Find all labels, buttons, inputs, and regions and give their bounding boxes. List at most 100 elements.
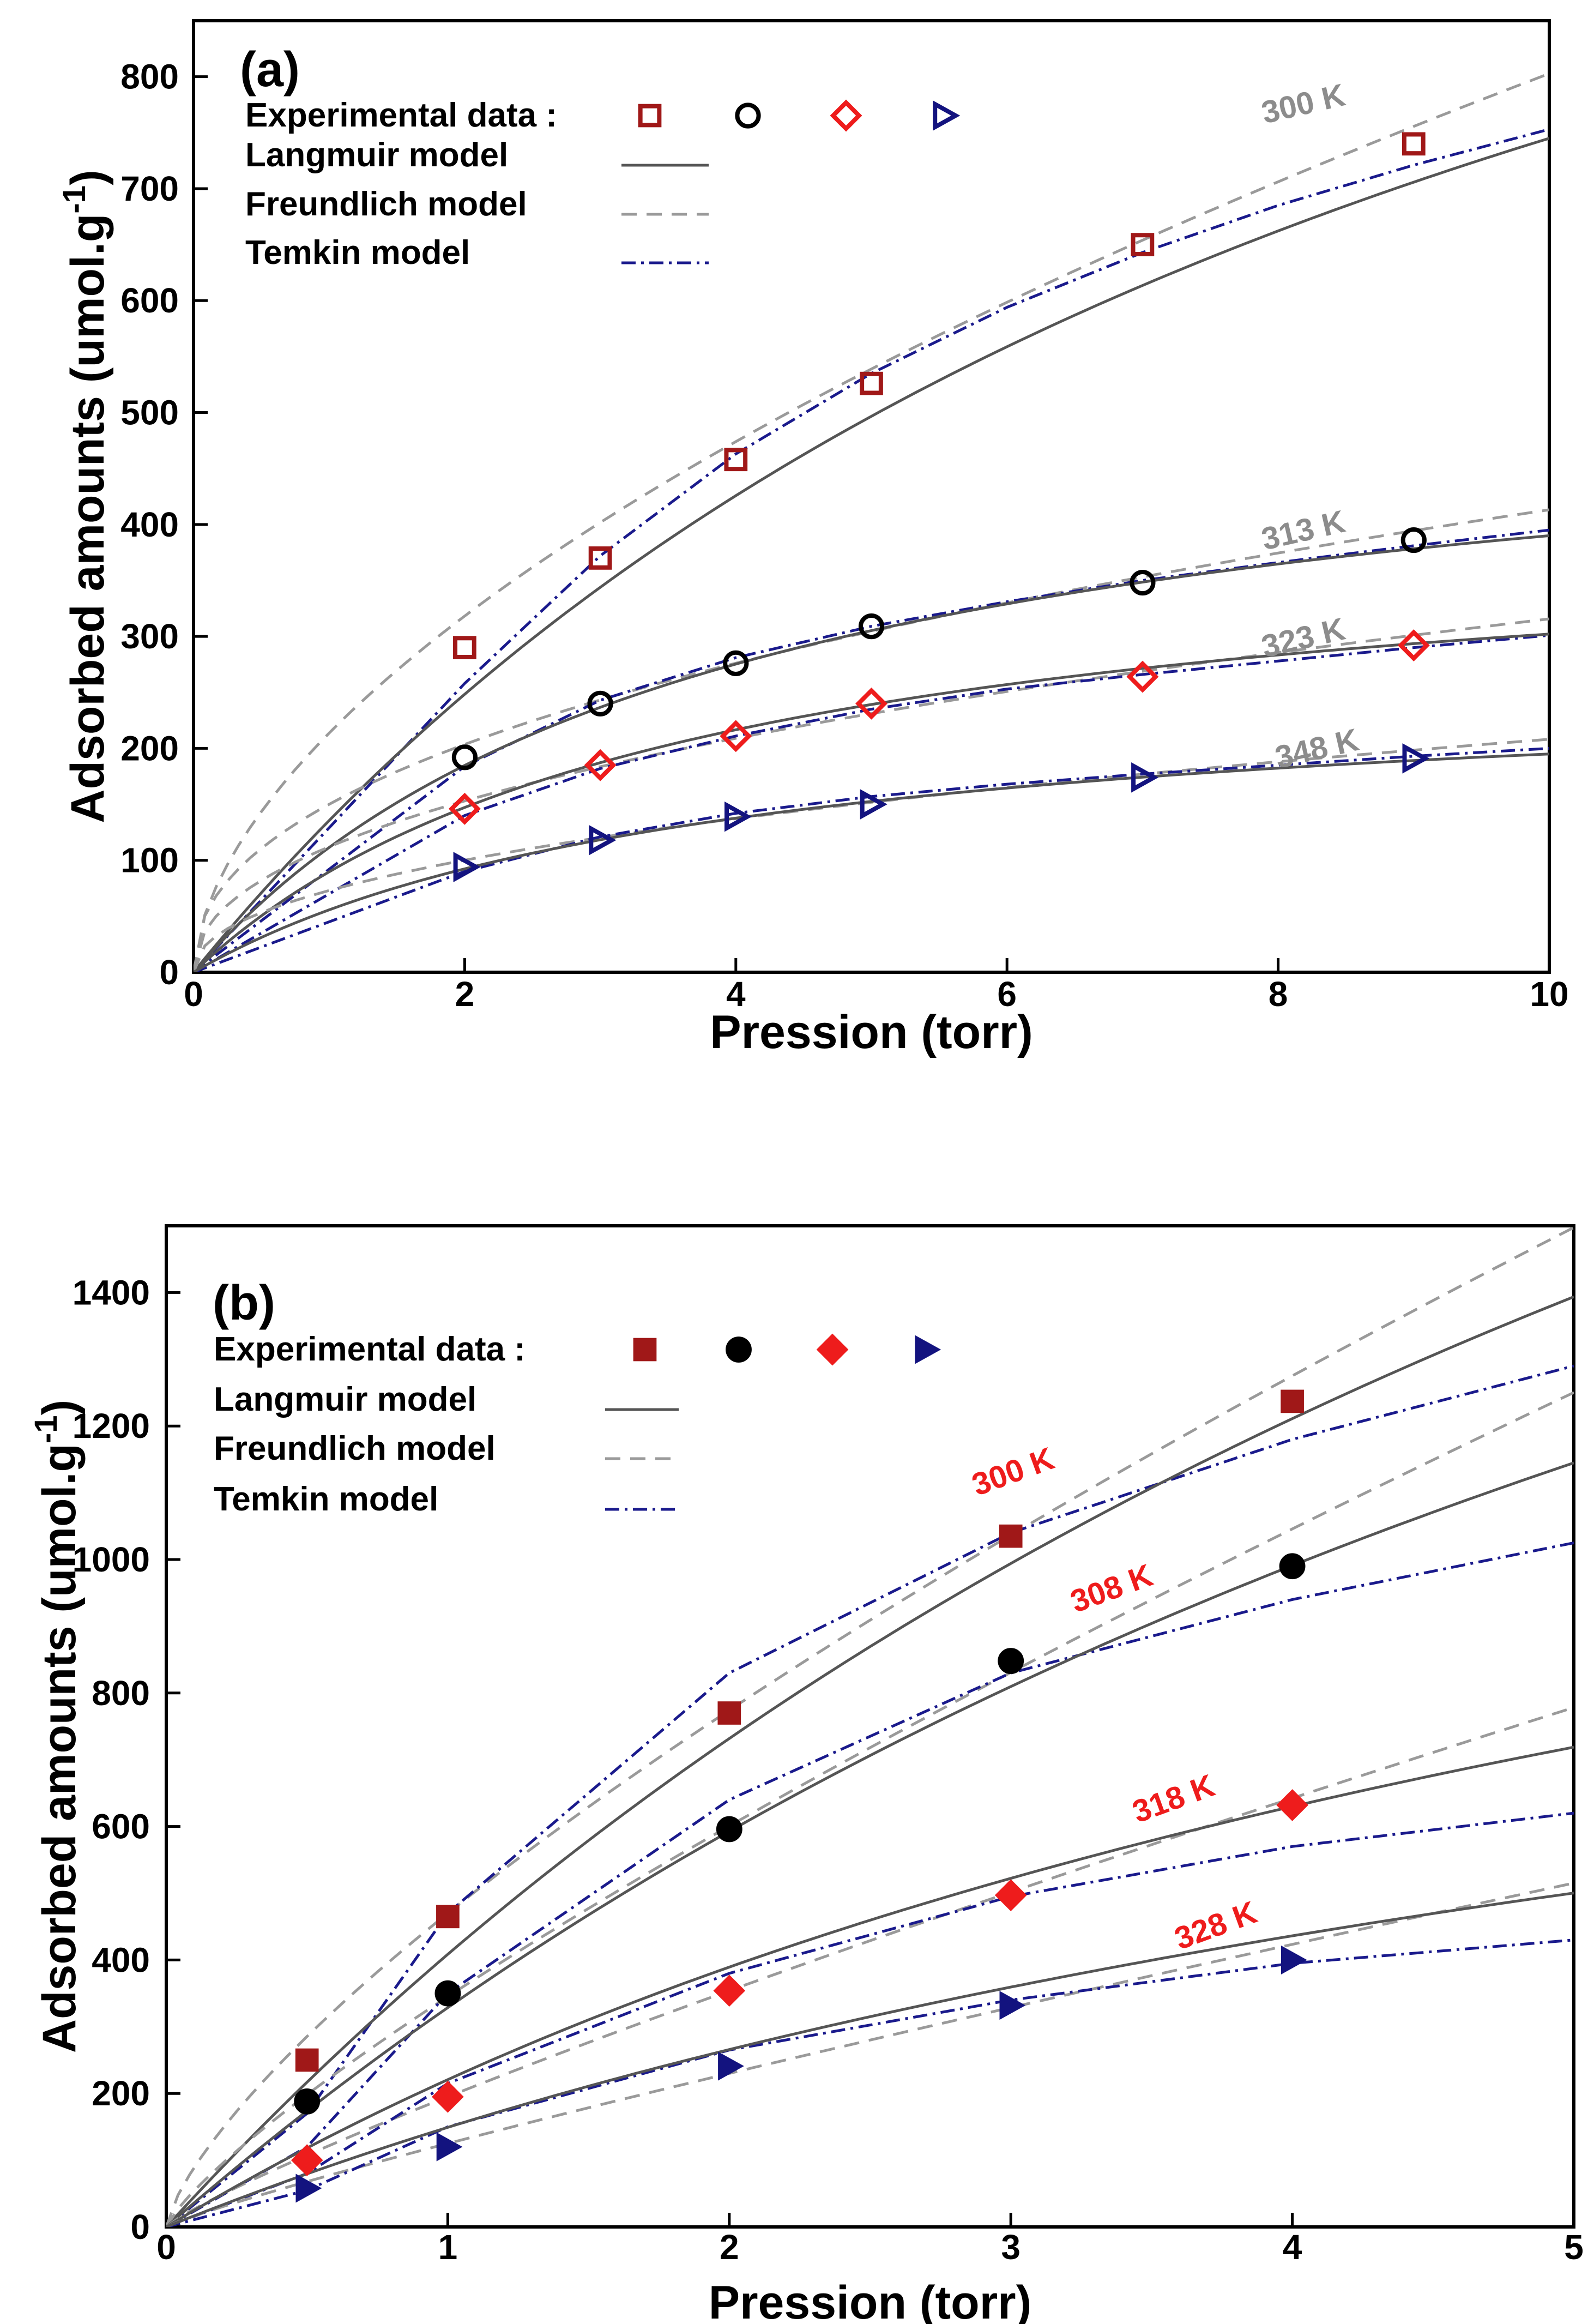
y-tick-label: 1000 [73, 1540, 150, 1579]
legend-marker-diamond [830, 99, 862, 132]
data-point [451, 744, 478, 770]
y-axis-title-close: ) [62, 170, 114, 185]
temkin-curve [194, 528, 1549, 972]
langmuir-curve [166, 1892, 1574, 2227]
data-point [589, 824, 617, 856]
legend-marker-square [638, 104, 662, 128]
freundlich-curve [166, 1706, 1574, 2227]
temkin-curve [166, 1938, 1574, 2227]
legend: Experimental data :Langmuir model Freundl… [245, 97, 961, 272]
langmuir-curve [194, 752, 1549, 972]
data-point [999, 1524, 1023, 1548]
data-point [724, 801, 752, 832]
model-curves [194, 72, 1549, 972]
y-tick-label: 1200 [73, 1406, 150, 1446]
freundlich-curve [194, 508, 1549, 972]
y-axis-title: Adsorbed amounts (umol.g-1) [28, 1400, 86, 2053]
data-point [1281, 1945, 1307, 1974]
data-point [713, 1974, 746, 2007]
y-tick-label: 200 [120, 728, 179, 768]
x-tick-label: 4 [1283, 2227, 1302, 2267]
y-tick-label: 500 [120, 393, 179, 432]
data-point [860, 371, 883, 395]
data-points [448, 132, 1430, 882]
y-tick-label: 600 [120, 281, 179, 320]
data-point [295, 2048, 319, 2072]
y-axis-title-main: Adsorbed amounts (umol.g [62, 214, 114, 823]
y-axis-title-close: ) [33, 1400, 86, 1416]
y-tick-label: 800 [120, 57, 179, 97]
x-tick-label: 6 [997, 974, 1017, 1014]
y-tick-label: 300 [120, 617, 179, 656]
x-tick-label: 0 [184, 974, 203, 1014]
data-point [858, 613, 885, 640]
y-tick-label: 0 [159, 953, 179, 992]
data-point [587, 690, 613, 717]
data-point [1281, 1389, 1304, 1413]
legend-experimental-label: Experimental data : [214, 1330, 526, 1368]
data-point [1126, 660, 1159, 693]
legend-marker-diamond [816, 1333, 849, 1366]
x-tick-label: 4 [726, 974, 746, 1014]
legend-temkin-label: Temkin model [245, 234, 470, 272]
temperature-label: 308 K [1066, 1557, 1157, 1619]
data-point [860, 789, 887, 820]
y-axis-title-superscript: -1 [28, 1416, 64, 1444]
data-point [453, 852, 481, 882]
x-tick-label: 2 [455, 974, 475, 1014]
legend-marker-triangle-right [915, 1335, 941, 1364]
temkin-curve [166, 1811, 1574, 2227]
data-point [723, 650, 749, 676]
data-point [1402, 132, 1426, 156]
legend-marker-triangle-right [933, 100, 961, 131]
langmuir-curve [166, 1745, 1574, 2227]
data-point [717, 1701, 741, 1725]
freundlich-curve [166, 1391, 1574, 2227]
langmuir-curve [166, 1295, 1574, 2227]
plot-frame [165, 1224, 1575, 2229]
panel-label: (a) [240, 43, 300, 97]
y-axis-title-superscript: -1 [57, 185, 92, 214]
langmuir-curve [194, 137, 1549, 972]
data-point [1279, 1553, 1306, 1580]
data-point [1276, 1789, 1308, 1821]
freundlich-curve [194, 72, 1549, 972]
y-tick-label: 700 [120, 169, 179, 208]
temperature-label: 318 K [1128, 1768, 1219, 1830]
x-tick-label: 5 [1564, 2227, 1584, 2267]
data-point [295, 2174, 322, 2203]
x-tick-label: 0 [156, 2227, 176, 2267]
legend-experimental-label: Experimental data : [245, 97, 557, 134]
legend-temkin-label: Temkin model [214, 1480, 438, 1518]
y-tick-label: 600 [92, 1807, 150, 1846]
data-point [720, 720, 752, 752]
freundlich-curve [166, 1881, 1574, 2227]
langmuir-curve [194, 633, 1549, 972]
legend-langmuir-label: Langmuir model [214, 1381, 476, 1418]
x-tick-label: 8 [1269, 974, 1288, 1014]
data-point [1131, 762, 1159, 793]
x-axis-title: Pression (torr) [709, 2277, 1032, 2324]
temperature-label: 300 K [1258, 77, 1349, 130]
y-tick-label: 100 [120, 841, 179, 880]
temperature-label: 328 K [1170, 1894, 1261, 1956]
data-point [1400, 527, 1427, 553]
data-point [855, 687, 887, 720]
y-tick-label: 400 [92, 1940, 150, 1979]
panel-label: (b) [213, 1276, 275, 1330]
data-point [1131, 233, 1155, 256]
y-tick-label: 400 [120, 505, 179, 544]
temperature-label: 300 K [967, 1441, 1059, 1503]
data-point [434, 1980, 461, 2007]
data-point [1402, 743, 1430, 774]
temperature-label: 348 K [1272, 722, 1362, 775]
freundlich-curve [166, 1226, 1574, 2227]
legend-marker-circle [726, 1336, 752, 1363]
x-tick-label: 1 [438, 2227, 458, 2267]
data-point [453, 636, 476, 660]
y-axis-title-main: Adsorbed amounts (umol.g [33, 1443, 86, 2053]
data-point [1397, 629, 1430, 661]
data-point [1130, 569, 1156, 596]
legend-marker-square [633, 1338, 657, 1362]
